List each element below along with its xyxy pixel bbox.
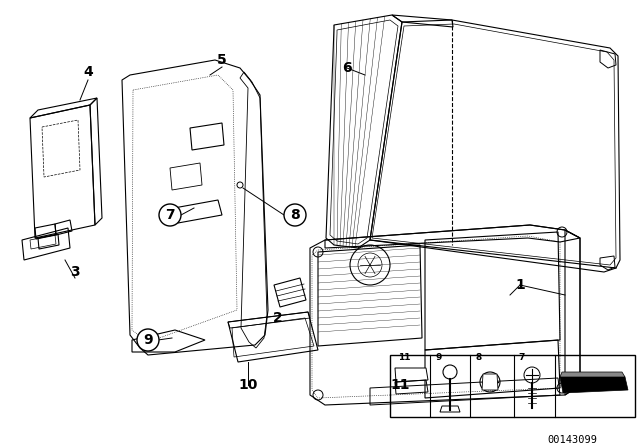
Polygon shape: [560, 377, 628, 393]
Text: 3: 3: [70, 265, 80, 279]
Text: 8: 8: [476, 353, 483, 362]
Text: 6: 6: [342, 61, 352, 75]
Text: 1: 1: [515, 278, 525, 292]
Text: 7: 7: [518, 353, 524, 362]
Bar: [390, 355, 635, 417]
Text: 9: 9: [143, 333, 153, 347]
Text: 7: 7: [165, 208, 175, 222]
Text: 2: 2: [273, 311, 283, 325]
Circle shape: [159, 204, 181, 226]
Circle shape: [137, 329, 159, 351]
Circle shape: [284, 204, 306, 226]
Text: 00143099: 00143099: [547, 435, 597, 445]
Text: 11: 11: [398, 353, 410, 362]
Polygon shape: [395, 368, 428, 382]
Text: 9: 9: [436, 353, 442, 362]
Text: 5: 5: [217, 53, 227, 67]
Text: 11: 11: [390, 378, 410, 392]
Text: 8: 8: [290, 208, 300, 222]
Text: 4: 4: [83, 65, 93, 79]
Polygon shape: [560, 372, 625, 377]
Text: 10: 10: [238, 378, 258, 392]
Polygon shape: [482, 374, 498, 390]
